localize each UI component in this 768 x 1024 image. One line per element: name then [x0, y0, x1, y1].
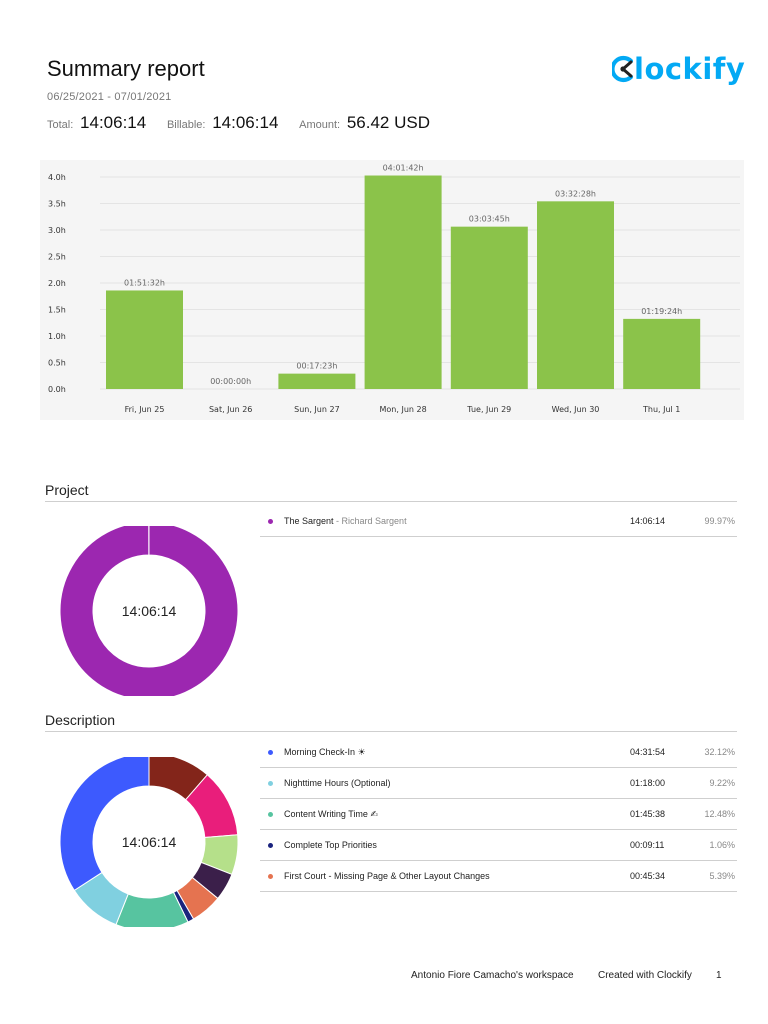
description-row: Morning Check-In ☀ 04:31:54 32.12% — [260, 737, 737, 768]
description-name: Morning Check-In ☀ — [284, 747, 366, 757]
description-name: First Court - Missing Page & Other Layou… — [284, 871, 490, 881]
billable-label: Billable: — [166, 119, 206, 131]
description-donut-chart — [59, 757, 239, 927]
project-slice — [59, 526, 239, 696]
description-donut-center: 14:06:14 — [121, 834, 177, 850]
bar-chart-svg: 0.0h 0.5h 1.0h 1.5h 2.0h 2.5h 3.0h 3.5h 4.0h 01:5… — [48, 164, 740, 414]
description-slice — [59, 757, 150, 892]
description-row: Nighttime Hours (Optional) 01:18:00 9.22% — [260, 768, 737, 799]
bar-data-label: 01:51:32h — [124, 278, 165, 287]
description-duration: 01:45:38 — [630, 809, 666, 819]
footer-page-number: 1 — [716, 970, 722, 981]
project-percent: 99.97% — [704, 516, 735, 526]
amount-value: 56.42 USD — [346, 113, 431, 132]
legend-dot-icon — [268, 519, 273, 524]
total-label: Total: — [47, 119, 74, 131]
footer-created-with: Created with Clockify — [598, 970, 692, 981]
bar — [106, 290, 183, 389]
project-donut-chart — [59, 526, 239, 696]
project-section-title: Project — [45, 482, 89, 498]
bar — [364, 175, 442, 389]
project-donut-center: 14:06:14 — [121, 603, 177, 619]
y-tick-label: 0.5h — [48, 359, 66, 368]
x-tick-label: Wed, Jun 30 — [552, 405, 600, 414]
bar-data-label: 03:32:28h — [555, 189, 596, 198]
logo-text: lockify — [634, 52, 746, 86]
client-name: - Richard Sargent — [333, 516, 407, 526]
x-tick-label: Fri, Jun 25 — [125, 405, 165, 414]
description-name: Content Writing Time ✍ — [284, 809, 378, 819]
y-tick-label: 0.0h — [48, 385, 66, 394]
bar — [623, 318, 701, 389]
bar-data-label: 00:17:23h — [296, 362, 337, 371]
project-duration: 14:06:14 — [630, 516, 666, 526]
description-list: Morning Check-In ☀ 04:31:54 32.12% Nighttim… — [260, 737, 737, 892]
description-percent: 12.48% — [704, 809, 735, 819]
description-section-title: Description — [45, 712, 116, 728]
description-row: Complete Top Priorities 00:09:11 1.06% — [260, 830, 737, 861]
billable-value: 14:06:14 — [212, 113, 279, 132]
y-tick-label: 3.5h — [48, 200, 66, 209]
y-tick-label: 2.5h — [48, 253, 66, 262]
description-name: Complete Top Priorities — [284, 840, 377, 850]
bar-data-label: 03:03:45h — [469, 215, 510, 224]
clockify-c-icon — [612, 55, 634, 83]
project-name: The Sargent - Richard Sargent — [284, 516, 407, 526]
description-divider — [45, 731, 737, 732]
y-tick-label: 4.0h — [48, 173, 66, 182]
description-percent: 9.22% — [709, 778, 735, 788]
description-row: Content Writing Time ✍ 01:45:38 12.48% — [260, 799, 737, 830]
description-duration: 04:31:54 — [630, 747, 666, 757]
bar — [450, 226, 528, 389]
description-percent: 1.06% — [709, 840, 735, 850]
y-tick-label: 1.0h — [48, 332, 66, 341]
project-divider — [45, 501, 737, 502]
y-tick-label: 1.5h — [48, 306, 66, 315]
totals-line: Total: 14:06:14 Billable: 14:06:14 Amoun… — [47, 113, 446, 133]
clockify-logo: lockify — [612, 52, 745, 88]
report-title: Summary report — [47, 56, 205, 81]
legend-dot-icon — [268, 750, 273, 755]
y-tick-label: 3.0h — [48, 226, 66, 235]
date-range: 06/25/2021 - 07/01/2021 — [47, 91, 172, 103]
project-row: The Sargent - Richard Sargent 14:06:14 99.… — [260, 506, 737, 537]
y-tick-label: 2.0h — [48, 279, 66, 288]
bar — [537, 201, 614, 389]
legend-dot-icon — [268, 874, 273, 879]
daily-bar-chart: 0.0h 0.5h 1.0h 1.5h 2.0h 2.5h 3.0h 3.5h 4.0h 01:5… — [40, 160, 744, 420]
description-duration: 00:45:34 — [630, 871, 666, 881]
description-duration: 01:18:00 — [630, 778, 666, 788]
description-percent: 5.39% — [709, 871, 735, 881]
description-name: Nighttime Hours (Optional) — [284, 778, 391, 788]
amount-label: Amount: — [299, 119, 341, 131]
legend-dot-icon — [268, 781, 273, 786]
legend-dot-icon — [268, 843, 273, 848]
x-tick-label: Tue, Jun 29 — [466, 405, 511, 414]
description-duration: 00:09:11 — [630, 840, 665, 850]
description-row: First Court - Missing Page & Other Layou… — [260, 861, 737, 892]
bar — [278, 373, 356, 389]
footer-workspace: Antonio Fiore Camacho's workspace — [411, 970, 574, 981]
total-value: 14:06:14 — [80, 113, 147, 132]
bar-data-label: 01:19:24h — [641, 307, 682, 316]
description-percent: 32.12% — [704, 747, 735, 757]
bar-data-label: 04:01:42h — [383, 164, 424, 173]
x-tick-label: Sat, Jun 26 — [209, 405, 252, 414]
project-list: The Sargent - Richard Sargent 14:06:14 99.… — [260, 506, 737, 537]
bar-data-label: 00:00:00h — [210, 377, 251, 386]
x-tick-label: Thu, Jul 1 — [642, 405, 680, 414]
legend-dot-icon — [268, 812, 273, 817]
x-tick-label: Sun, Jun 27 — [294, 405, 340, 414]
x-tick-label: Mon, Jun 28 — [380, 405, 427, 414]
